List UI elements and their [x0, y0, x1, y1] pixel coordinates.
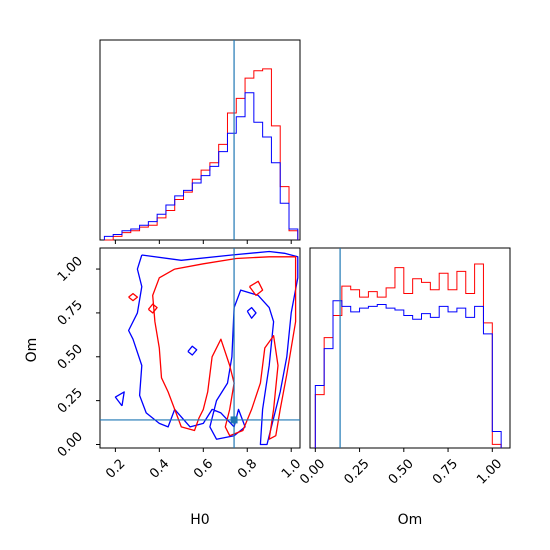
om-marginal-xtick-label: 0.00: [297, 456, 328, 487]
om-marginal-frame: [309, 247, 511, 449]
om-hist-series-red: [314, 263, 502, 448]
om-marginal-xtick-label: 0.50: [386, 456, 417, 487]
contour-red-6: [248, 280, 264, 297]
h0-histogram: [103, 40, 299, 241]
h0-hist-series-red: [104, 68, 299, 241]
joint-y-axis-title: Om: [24, 338, 40, 363]
om-marginal-xtick-label: 0.75: [430, 456, 461, 487]
joint-xtick-label: 0.2: [103, 456, 128, 481]
om-histogram: [314, 248, 502, 448]
contour-blue-7: [246, 306, 257, 319]
om-marginal-xtick-label: 1.00: [474, 456, 505, 487]
joint-panel-frame: [99, 247, 301, 449]
contour-blue-0: [127, 250, 299, 446]
om-hist-series-blue: [314, 300, 502, 448]
joint-contours: [100, 248, 300, 448]
axis-ticks: 0.2 0.4 0.6 0.8 1.00.000.250.500.751.000.00 0…: [55, 240, 505, 488]
contour-blue-5: [187, 345, 198, 356]
joint-xtick-label: 0.6: [191, 456, 216, 481]
joint-x-axis-title: H0: [190, 512, 209, 528]
om-marginal-x-axis-title: Om: [398, 512, 423, 528]
h0-marginal-frame: [99, 39, 301, 241]
joint-xtick-label: 0.8: [235, 456, 260, 481]
contour-red-4: [147, 303, 158, 314]
joint-ytick-label: 0.00: [55, 429, 86, 460]
joint-ytick-label: 0.50: [55, 342, 86, 373]
joint-ytick-label: 0.25: [55, 385, 86, 416]
contour-red-3: [128, 292, 139, 302]
h0-hist-series-blue: [103, 92, 299, 240]
contour-red-1: [152, 256, 297, 440]
joint-ytick-label: 1.00: [55, 254, 86, 285]
contour-blue-2: [114, 391, 125, 407]
om-marginal-xtick-label: 0.25: [342, 456, 373, 487]
joint-truth-marker: [230, 416, 238, 424]
joint-xtick-label: 0.4: [147, 456, 172, 481]
joint-ytick-label: 0.75: [55, 298, 86, 329]
